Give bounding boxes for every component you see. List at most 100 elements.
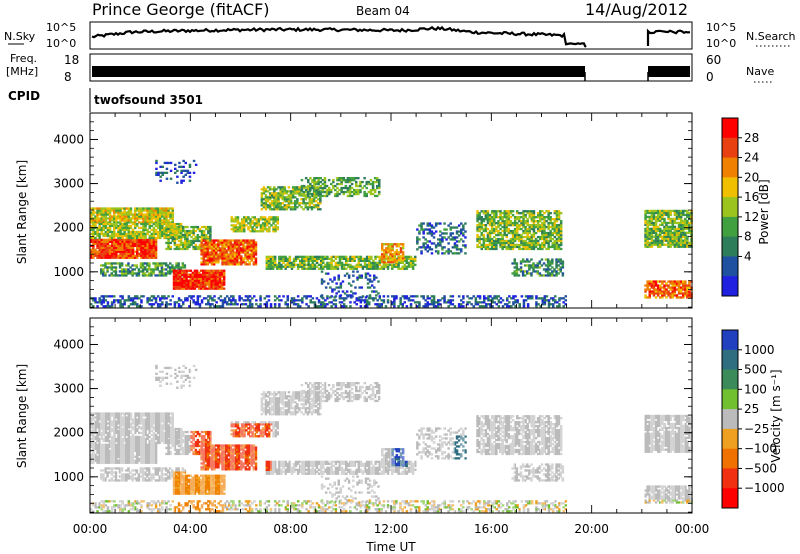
- power-cell: [285, 208, 289, 211]
- power-cell: [189, 279, 192, 282]
- power-cell: [514, 299, 517, 302]
- power-cell: [257, 222, 261, 225]
- power-cell: [165, 241, 168, 245]
- power-cell: [146, 211, 149, 214]
- power-cell: [172, 283, 176, 286]
- power-cell: [123, 230, 126, 234]
- power-cell: [102, 238, 105, 241]
- power-cell: [334, 188, 337, 192]
- power-cell: [255, 303, 258, 306]
- power-cell: [110, 219, 114, 222]
- power-cell: [478, 222, 481, 225]
- power-cell: [530, 233, 534, 237]
- power-cell: [673, 217, 677, 221]
- power-cell: [159, 211, 162, 214]
- power-cell: [686, 227, 689, 230]
- power-cell: [100, 268, 103, 271]
- power-cell: [286, 299, 289, 302]
- power-cell: [110, 252, 114, 255]
- power-cell: [673, 219, 677, 223]
- power-cell: [177, 266, 180, 269]
- power-cell: [679, 243, 683, 246]
- power-cell: [671, 284, 674, 287]
- power-cell: [253, 295, 256, 298]
- power-cell: [359, 255, 363, 258]
- power-cell: [305, 255, 308, 258]
- power-cell: [206, 263, 210, 266]
- power-cell: [312, 196, 316, 199]
- power-cell: [194, 235, 197, 239]
- power-cell: [483, 299, 486, 302]
- power-cell: [140, 246, 143, 249]
- power-cell: [136, 222, 139, 226]
- power-cell: [334, 184, 337, 188]
- power-cell: [182, 225, 185, 229]
- power-cell: [513, 231, 517, 235]
- power-cell: [148, 217, 151, 220]
- power-cell: [92, 209, 95, 212]
- power-cell: [551, 274, 554, 277]
- power-cell: [307, 180, 310, 184]
- power-cell: [240, 303, 243, 306]
- power-cell: [198, 235, 202, 239]
- power-cell: [679, 225, 683, 228]
- power-cell: [191, 273, 195, 276]
- power-cell: [319, 186, 322, 190]
- power-cell: [172, 281, 176, 284]
- power-cell: [210, 271, 213, 274]
- power-cell: [123, 217, 126, 220]
- power-cell: [177, 247, 181, 251]
- power-cell: [106, 228, 110, 232]
- power-cell: [271, 196, 274, 199]
- power-cell: [536, 239, 540, 243]
- power-cell: [154, 215, 158, 218]
- power-cell: [108, 252, 112, 255]
- power-cell: [248, 301, 252, 304]
- power-cell: [207, 237, 210, 241]
- power-cell: [311, 179, 314, 182]
- power-cell: [457, 240, 461, 243]
- power-cell: [310, 202, 314, 205]
- power-cell: [686, 211, 689, 215]
- power-cell: [532, 233, 536, 237]
- power-cell: [449, 238, 452, 241]
- power-cell: [138, 217, 141, 220]
- power-cell: [528, 245, 531, 249]
- power-cell: [557, 229, 561, 233]
- power-cell: [336, 186, 339, 190]
- power-cell: [187, 273, 190, 276]
- power-cell: [169, 215, 172, 218]
- power-cell: [301, 299, 304, 302]
- power-cell: [136, 303, 139, 306]
- power-cell: [328, 263, 331, 266]
- power-cell: [684, 209, 687, 213]
- power-cell: [240, 257, 243, 260]
- power-cell: [355, 267, 358, 270]
- power-cell: [451, 303, 455, 306]
- power-cell: [127, 264, 130, 267]
- power-cell: [541, 235, 544, 239]
- power-cell: [539, 227, 542, 231]
- power-cell: [346, 190, 350, 194]
- power-cell: [213, 305, 216, 308]
- power-cell: [121, 234, 124, 238]
- power-cell: [359, 180, 362, 184]
- power-cell: [656, 209, 660, 213]
- power-cell: [340, 179, 343, 182]
- power-cell: [535, 301, 538, 304]
- power-cell: [102, 234, 105, 238]
- power-cell: [154, 242, 158, 245]
- power-cell: [541, 224, 544, 227]
- power-cell: [123, 222, 126, 226]
- power-cell: [661, 211, 664, 215]
- power-cell: [315, 261, 319, 264]
- power-cell: [522, 225, 525, 229]
- power-cell: [98, 246, 101, 249]
- power-cell: [143, 272, 147, 275]
- power-cell: [345, 263, 348, 266]
- power-cell: [200, 251, 203, 254]
- power-cell: [181, 266, 185, 269]
- power-cell: [418, 224, 421, 227]
- power-cell: [161, 297, 164, 300]
- power-cell: [503, 231, 506, 235]
